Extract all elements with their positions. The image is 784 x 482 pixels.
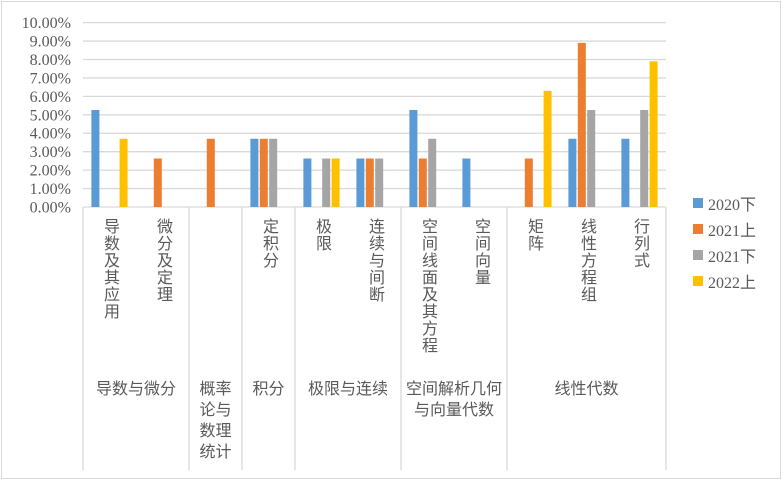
bar-2021上-线性方程组 (577, 42, 586, 207)
bar-2021下-极限 (322, 158, 331, 207)
legend: 2020下 2021上 2021下 2022上 (693, 190, 756, 294)
group-label-line: 极限与连续 (308, 380, 388, 398)
bar-2022上-矩阵 (543, 90, 552, 207)
bar-2021上-矩阵 (524, 158, 533, 207)
bar-2021下-连续与间断 (375, 158, 384, 207)
legend-item: 2021下 (693, 242, 756, 268)
legend-label: 2020下 (708, 197, 757, 214)
legend-swatch (693, 250, 703, 260)
group-label: 空间解析几何与向量代数 (406, 380, 502, 419)
group-label: 积分 (252, 380, 284, 398)
bar-2020下-线性方程组 (568, 138, 577, 207)
legend-item: 2021上 (693, 216, 756, 242)
bar-2020下-行列式 (621, 138, 630, 207)
legend-swatch (693, 198, 703, 208)
bar-2020下-连续与间断 (356, 158, 365, 207)
bar-2020下-空间线面及其方程 (409, 110, 418, 207)
y-tick-label: 4.00% (30, 126, 71, 143)
bar-2021上-微分及定理 (153, 158, 162, 207)
legend-swatch (693, 224, 703, 234)
bar-2022上-极限 (331, 158, 340, 207)
group-label: 极限与连续 (308, 380, 388, 398)
group-label-line: 概率 (199, 380, 231, 398)
bar-2021上-category (206, 138, 215, 207)
group-label-line: 积分 (252, 380, 284, 398)
bar-2021上-定积分 (259, 138, 268, 207)
group-label-line: 统计 (199, 443, 231, 461)
category-label: 空间线面及其方程 (419, 218, 438, 354)
bar-2021下-定积分 (269, 138, 278, 207)
group-label-line: 空间解析几何 (406, 380, 502, 398)
category-label: 极限 (313, 218, 332, 252)
y-tick-label: 2.00% (30, 163, 71, 180)
bar-2020下-导数及其应用 (91, 110, 100, 207)
y-tick-label: 3.00% (30, 144, 71, 161)
legend-item: 2022上 (693, 268, 756, 294)
y-tick-label: 10.00% (22, 15, 71, 32)
legend-label: 2022上 (708, 275, 757, 292)
category-label: 行列式 (631, 218, 650, 269)
bar-2021下-行列式 (640, 110, 649, 207)
bar-2021下-线性方程组 (587, 110, 596, 207)
y-tick-label: 1.00% (30, 181, 71, 198)
category-label: 矩阵 (525, 218, 544, 252)
y-tick-label: 7.00% (30, 70, 71, 87)
y-tick-label: 0.00% (30, 200, 71, 217)
legend-label: 2021下 (708, 249, 757, 266)
bar-2020下-定积分 (250, 138, 259, 207)
group-label-line: 与向量代数 (414, 401, 494, 419)
group-label-line: 数理 (199, 422, 231, 440)
bar-2021上-连续与间断 (365, 158, 374, 207)
y-tick-label: 9.00% (30, 34, 71, 51)
category-label: 线性方程组 (578, 218, 597, 303)
group-label-line: 论与 (199, 401, 231, 419)
category-label: 微分及定理 (154, 218, 173, 303)
category-label: 空间向量 (472, 218, 491, 286)
y-tick-label: 8.00% (30, 52, 71, 69)
bar-2020下-空间向量 (462, 158, 471, 207)
group-label: 线性代数 (554, 380, 618, 398)
y-tick-label: 5.00% (30, 107, 71, 124)
bar-2021上-空间线面及其方程 (418, 158, 427, 207)
y-tick-label: 6.00% (30, 89, 71, 106)
bar-2021下-空间线面及其方程 (428, 138, 437, 207)
bar-2020下-极限 (303, 158, 312, 207)
bar-2022上-导数及其应用 (119, 138, 128, 207)
category-label: 定积分 (260, 218, 279, 269)
group-label-line: 线性代数 (554, 380, 618, 398)
category-label: 导数及其应用 (101, 218, 120, 320)
bar-2022上-行列式 (649, 61, 658, 207)
category-label: 连续与间断 (366, 218, 385, 303)
group-label: 导数与微分 (96, 380, 176, 398)
group-label-line: 导数与微分 (96, 380, 176, 398)
group-label: 概率论与数理统计 (199, 380, 231, 461)
legend-item: 2020下 (693, 190, 756, 216)
legend-swatch (693, 276, 703, 286)
legend-label: 2021上 (708, 223, 757, 240)
